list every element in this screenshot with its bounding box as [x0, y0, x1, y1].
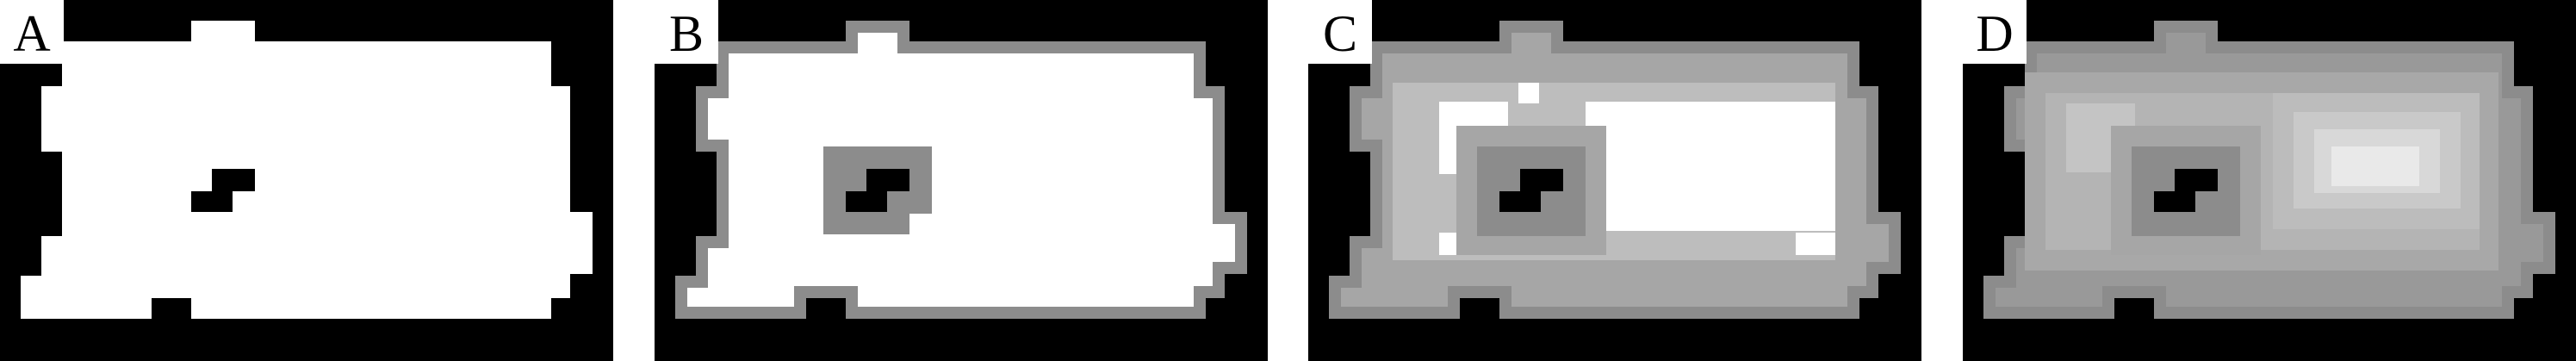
panel-label: B: [655, 0, 718, 64]
panel-b-boundary-image: [675, 21, 1247, 319]
highlight-core: [2331, 146, 2419, 186]
interior-right: [1586, 102, 1835, 231]
interior-notch: [1518, 83, 1539, 103]
hole: [2154, 169, 2218, 212]
hole: [846, 169, 909, 212]
shape-interior: [687, 33, 1235, 307]
panel-b: B: [655, 0, 1268, 361]
panel-d: D: [1963, 0, 2576, 361]
hole: [1499, 169, 1563, 212]
panel-c: C: [1308, 0, 1921, 361]
shape-mask: [21, 21, 593, 319]
panel-label: A: [0, 0, 64, 64]
panel-a: A: [0, 0, 613, 361]
panel-label: C: [1308, 0, 1372, 64]
panel-c-gradient-image: [1329, 21, 1901, 319]
panel-label: D: [1963, 0, 2027, 64]
panel-a-mask-image: [21, 21, 593, 319]
interior-bottom-right: [1796, 233, 1835, 255]
panel-d-distance-image: [1983, 21, 2555, 319]
